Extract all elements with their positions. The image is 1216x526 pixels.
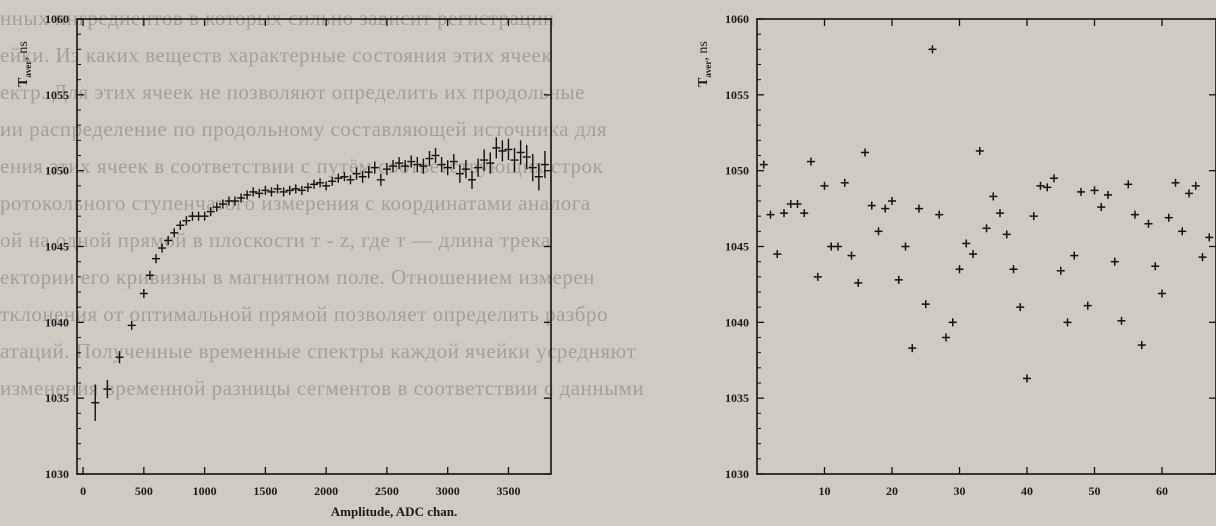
x-tick-label: 3500 [496, 484, 520, 498]
y-tick-label: 1035 [725, 391, 749, 405]
x-tick-label: 1500 [253, 484, 277, 498]
y-tick-label: 1045 [45, 240, 69, 254]
plot-frame [756, 18, 1216, 475]
text-line: ротокольного ступенчатого измерения с ко… [0, 191, 591, 215]
y-tick-label: 1050 [725, 164, 749, 178]
y-tick-label: 1060 [45, 12, 69, 26]
y-tick-label: 1035 [45, 391, 69, 405]
y-tick-label: 1030 [45, 467, 69, 481]
y-tick-label: 1060 [725, 12, 749, 26]
y-tick-label: 1040 [725, 315, 749, 329]
y-tick-label: 1030 [725, 467, 749, 481]
x-tick-label: 0 [80, 484, 86, 498]
x-tick-label: 60 [1156, 484, 1168, 498]
x-axis-label: Amplitude, ADC chan. [331, 504, 457, 519]
text-line: ектр. Для этих ячеек не позволяют опреде… [0, 80, 585, 104]
x-tick-label: 2500 [375, 484, 399, 498]
x-tick-label: 40 [1021, 484, 1033, 498]
x-tick-label: 500 [135, 484, 153, 498]
text-line: ектории его кривизны в магнитном поле. О… [0, 265, 595, 289]
y-tick-label: 1040 [45, 315, 69, 329]
text-line: тклонения от оптимальной прямой позволяе… [0, 302, 608, 326]
y-tick-label: 1055 [45, 88, 69, 102]
y-axis-label: Taver, ns [16, 41, 33, 87]
y-tick-label: 1055 [725, 88, 749, 102]
x-tick-label: 10 [819, 484, 831, 498]
y-tick-label: 1050 [45, 164, 69, 178]
text-line: атаций. Полученные временные спектры каж… [0, 339, 637, 363]
x-tick-label: 3000 [436, 484, 460, 498]
y-tick-label: 1045 [725, 240, 749, 254]
x-tick-label: 20 [886, 484, 898, 498]
y-axis-label: Taver, ns [696, 41, 713, 87]
x-tick-label: 50 [1089, 484, 1101, 498]
x-tick-label: 1000 [193, 484, 217, 498]
text-line: ии распределение по продольному составля… [0, 117, 608, 141]
text-line: ой на одной прямой в плоскости т - z, гд… [0, 228, 551, 252]
x-tick-label: 2000 [314, 484, 338, 498]
text-line: ейки. Из каких веществ характерные состо… [0, 43, 553, 67]
x-tick-label: 30 [954, 484, 966, 498]
text-line: нных ингредиентов в которых сильно завис… [0, 6, 555, 30]
